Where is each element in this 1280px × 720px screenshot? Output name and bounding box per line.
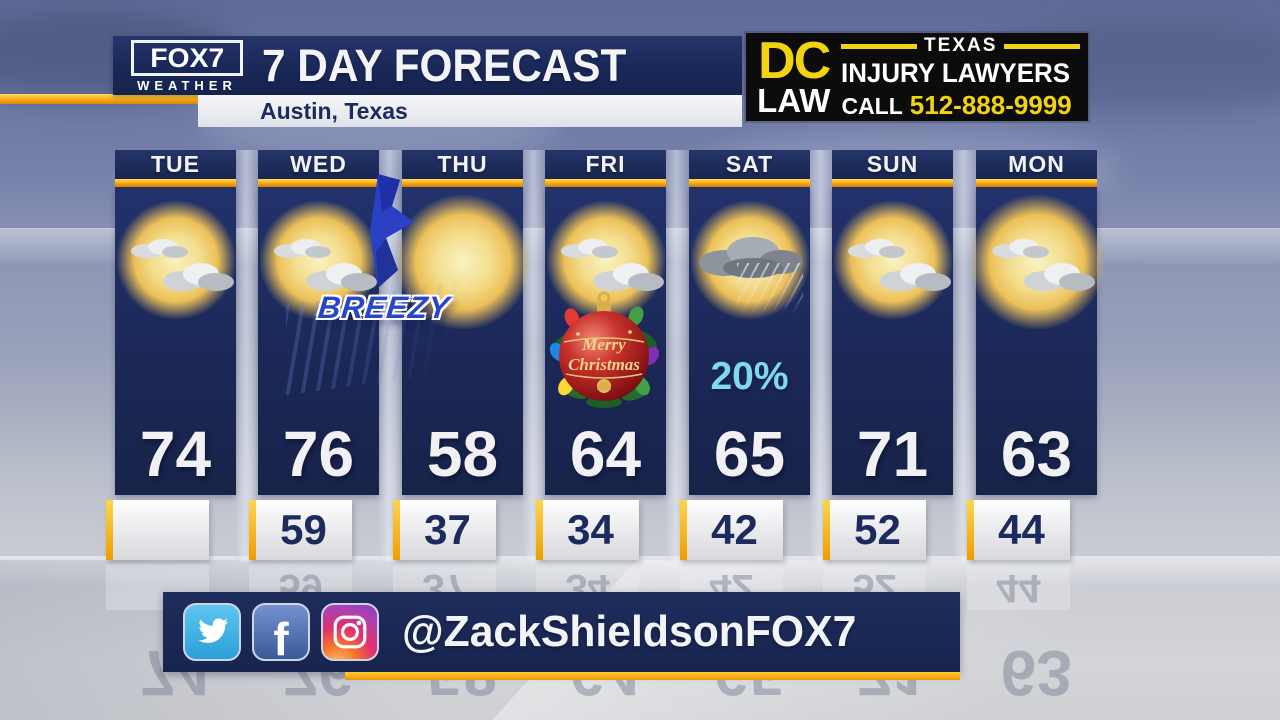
partly-cloudy-icon [258,201,379,331]
location-strip: Austin, Texas [198,95,742,127]
forecast-panel: 63 [970,187,1104,495]
high-temp: 71 [856,418,929,490]
fox7-logo-box: FOX7 [131,40,243,76]
twitter-icon [183,603,241,661]
low-temp-box: 59 [249,500,352,560]
floor-reflection-low: 44 [967,564,1070,610]
precip-chance: 20% [710,355,789,398]
forecast-panel: 74 [115,187,236,495]
svg-text:Merry: Merry [581,335,626,354]
ad-headline: INJURY LAWYERS [841,58,1071,88]
low-temp-box [106,500,209,560]
column-accent-bar [545,179,666,187]
sunny-icon [396,195,530,331]
forecast-panel: 58 [396,187,530,495]
day-label: THU [437,151,488,177]
day-label: WED [290,151,347,177]
page-title: 7 DAY FORECAST [262,40,627,91]
column-accent-bar [976,179,1097,187]
forecast-column-tue: TUE 74 [115,150,236,495]
ad-phone-number: 512-888-9999 [909,90,1072,120]
column-accent-bar [832,179,953,187]
high-temp: 58 [426,418,499,490]
day-label: SAT [725,151,774,177]
low-temp-box: 44 [967,500,1070,560]
station-name: FOX7 [149,42,225,73]
forecast-column-sat: SAT 20% 65 [689,150,810,495]
low-temp-box: 42 [680,500,783,560]
studio-floor-edge [0,556,1280,589]
column-accent-bar [115,179,236,187]
day-label: FRI [585,151,626,177]
header-accent-bar [0,94,198,104]
rain-streaks [737,263,803,315]
merry-christmas-ornament: Merry Christmas [549,291,660,408]
social-bar-underline [345,672,960,680]
instagram-icon [321,603,379,661]
station-sub-label: WEATHER [137,78,237,93]
partly-cloudy-icon [115,201,236,331]
svg-text:Christmas: Christmas [568,355,640,374]
forecast-panel: 71 [832,187,953,495]
column-accent-bar [402,179,523,187]
day-label: TUE [151,151,200,177]
column-accent-bar [258,179,379,187]
partly-cloudy-icon [970,195,1104,331]
high-temp: 65 [713,418,786,490]
location-label: Austin, Texas [260,97,408,124]
ad-call-row: CALL 512-888-9999 [841,90,1072,120]
sponsor-ad-dc-law: DC LAW TEXAS INJURY LAWYERS CALL 512-888… [746,33,1088,121]
social-bar: f @ZackShieldsonFOX7 [163,592,960,672]
high-temp: 76 [282,418,355,490]
fox7-weather-logo: FOX7 WEATHER [131,40,243,93]
day-label: SUN [866,151,919,177]
rain-shower-icon [689,201,810,331]
column-accent-bar [689,179,810,187]
wind-flag-icon [370,174,414,288]
forecast-column-mon: MON 63 [970,150,1104,495]
dc-law-logo: DC LAW [757,31,831,119]
high-temp: 74 [139,418,212,490]
ad-region-row: TEXAS [841,35,1080,57]
partly-cloudy-icon [832,201,953,331]
title-bar [113,36,742,95]
low-temp-box: 37 [393,500,496,560]
low-temp-box: 52 [823,500,926,560]
facebook-icon: f [252,603,310,665]
set-pillar [666,150,689,562]
high-temp: 64 [569,418,642,490]
high-temp: 63 [1000,418,1073,490]
low-temp-box: 34 [536,500,639,560]
set-pillar [810,150,833,562]
forecast-column-sun: SUN 71 [832,150,953,495]
ad-accent-bar [841,43,918,49]
forecast-column-thu: THU 58 [396,150,530,495]
floor-reflection-high: 63 [1000,637,1073,709]
set-pillar [236,150,259,562]
forecast-panel: 20% 65 [689,187,810,495]
breezy-label: BREEZY [316,290,452,325]
ad-accent-bar [1004,43,1080,49]
day-label: MON [1008,151,1065,177]
partly-cloudy-icon [545,201,666,331]
forecast-panel: 76 [258,187,379,495]
forecast-column-wed: WED 76 [258,150,379,495]
social-handle: @ZackShieldsonFOX7 [402,607,857,656]
